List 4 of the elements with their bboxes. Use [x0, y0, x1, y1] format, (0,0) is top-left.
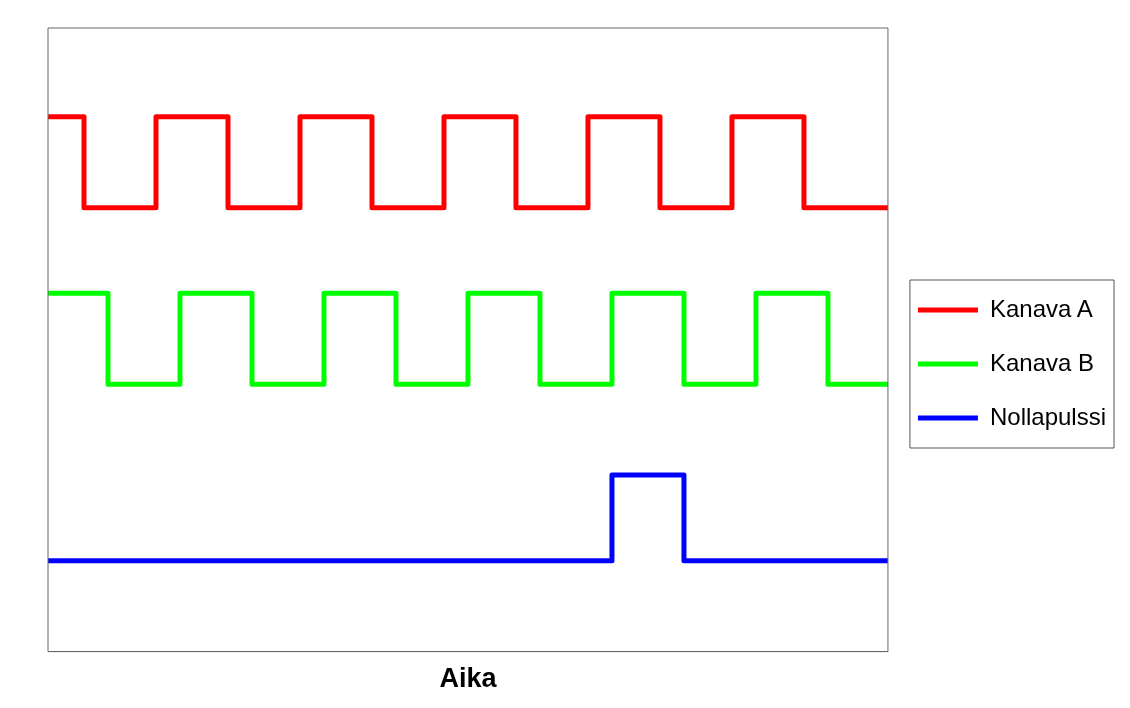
x-axis-title: Aika — [439, 663, 498, 694]
legend-label: Kanava A — [989, 294, 1093, 322]
legend-label: Kanava B — [989, 348, 1095, 376]
legend-label: Nollapulssi — [989, 402, 1107, 430]
